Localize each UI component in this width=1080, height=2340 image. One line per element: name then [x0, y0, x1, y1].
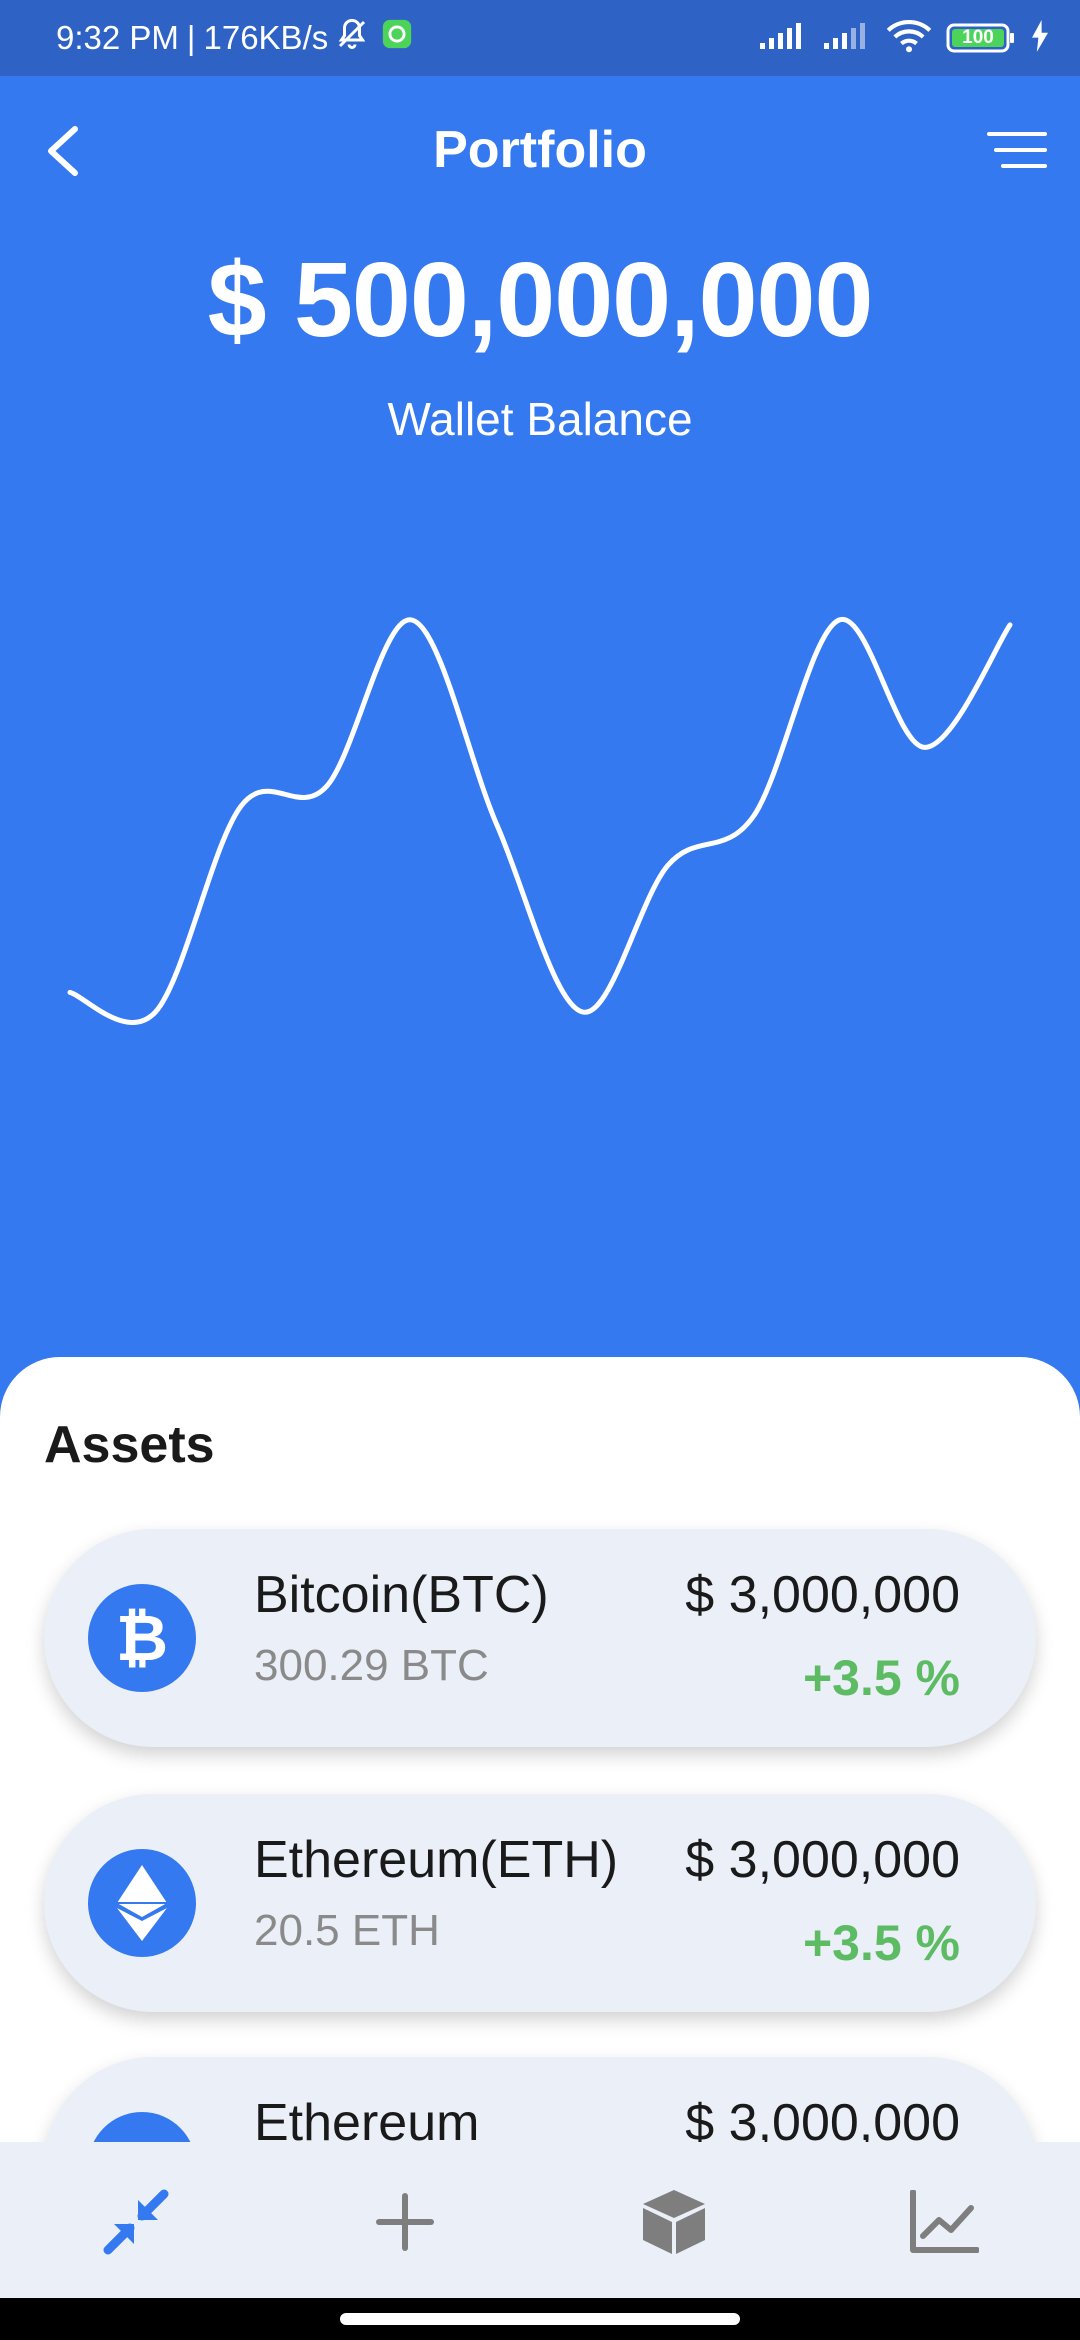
back-button[interactable]: [28, 116, 98, 186]
status-separator: |: [186, 19, 196, 56]
asset-name: Ethereum(ETH): [254, 1831, 619, 1889]
ethereum-icon: [88, 1849, 196, 1957]
filter-menu-icon: [987, 132, 1047, 168]
asset-amount: 300.29 BTC: [254, 1641, 489, 1690]
header: Portfolio: [0, 76, 1080, 226]
chevron-left-icon: [48, 126, 78, 176]
plus-icon: [376, 2193, 434, 2251]
nav-cube[interactable]: [634, 2182, 714, 2262]
bitcoin-icon: ₿: [88, 1584, 196, 1692]
asset-card-btc[interactable]: ₿ Bitcoin(BTC) 300.29 BTC $ 3,000,000 +3…: [44, 1529, 1036, 1747]
status-speed: 176KB/s: [203, 19, 329, 56]
app-notification-icon: [380, 17, 414, 59]
asset-card-eth[interactable]: Ethereum(ETH) 20.5 ETH $ 3,000,000 +3.5 …: [44, 1794, 1036, 2012]
page-title: Portfolio: [433, 121, 647, 179]
wallet-balance: $ 500,000,000: [207, 241, 874, 359]
wifi-icon: [886, 19, 932, 58]
asset-value: $ 3,000,000: [685, 1566, 960, 1624]
asset-value: $ 3,000,000: [685, 1831, 960, 1889]
assets-title: Assets: [44, 1416, 215, 1474]
asset-change: +3.5 %: [802, 1650, 960, 1706]
status-bar: 9:32 PM | 176KB/s 100: [0, 0, 1080, 76]
exchange-icon: [103, 2189, 169, 2255]
bottom-nav: [0, 2142, 1080, 2298]
home-gesture-bar[interactable]: [340, 2313, 740, 2325]
nav-exchange[interactable]: [96, 2182, 176, 2262]
battery-icon: 100: [946, 22, 1016, 54]
portfolio-chart: [67, 617, 1013, 1025]
wallet-balance-label: Wallet Balance: [387, 393, 693, 445]
nav-add[interactable]: [365, 2182, 445, 2262]
cube-icon: [643, 2190, 705, 2254]
chart-line-icon: [910, 2190, 979, 2253]
asset-amount: 20.5 ETH: [254, 1906, 440, 1955]
battery-level: 100: [962, 27, 994, 48]
status-time: 9:32 PM: [56, 19, 179, 56]
asset-change: +3.5 %: [802, 1915, 960, 1971]
bell-off-icon: [334, 16, 370, 60]
signal-icon: [758, 21, 808, 56]
chart-series-line: [67, 617, 1013, 1025]
filter-menu-button[interactable]: [982, 120, 1052, 180]
charging-icon: [1030, 19, 1050, 57]
asset-name: Bitcoin(BTC): [254, 1566, 549, 1624]
signal-icon: [822, 21, 872, 56]
nav-chart[interactable]: [904, 2182, 984, 2262]
